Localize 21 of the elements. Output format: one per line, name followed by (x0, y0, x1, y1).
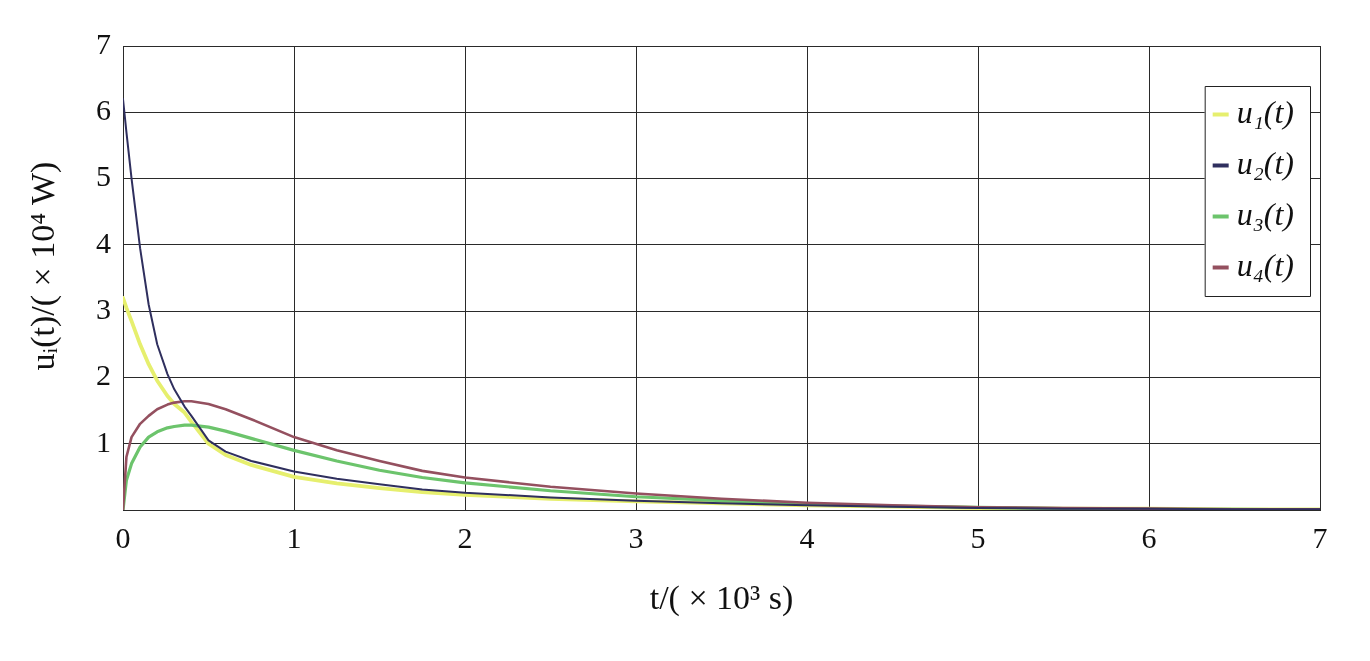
y-tick-label: 1 (96, 424, 111, 458)
y-axis-title: uᵢ(t)/( × 10⁴ W) (23, 161, 62, 371)
legend-label: u₃(t) (1236, 195, 1294, 232)
legend-label: u₄(t) (1236, 246, 1294, 283)
y-tick-label: 2 (96, 358, 111, 392)
x-tick-label: 7 (1312, 520, 1328, 554)
x-tick-label: 1 (286, 520, 302, 554)
x-axis-title: t/( × 10³ s) (649, 578, 794, 617)
x-tick-label: 3 (628, 520, 644, 554)
x-tick-label: 4 (799, 520, 815, 554)
y-tick-label: 4 (96, 225, 111, 259)
x-tick-label: 5 (970, 520, 986, 554)
y-tick-label: 6 (96, 93, 111, 127)
legend-label: u₂(t) (1236, 144, 1294, 181)
x-tick-label: 2 (457, 520, 473, 554)
legend-label: u₁(t) (1236, 93, 1294, 130)
y-tick-label: 7 (96, 26, 111, 60)
y-tick-label: 3 (96, 292, 111, 326)
y-tick-label: 5 (96, 159, 111, 193)
x-tick-label: 0 (115, 520, 131, 554)
x-tick-label: 6 (1141, 520, 1157, 554)
